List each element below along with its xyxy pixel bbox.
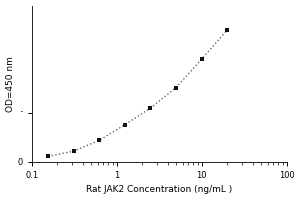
Y-axis label: OD=450 nm: OD=450 nm bbox=[6, 56, 15, 112]
Text: ·: · bbox=[19, 107, 23, 120]
Point bbox=[148, 107, 153, 110]
Point bbox=[71, 150, 76, 153]
Point bbox=[46, 155, 50, 158]
Point bbox=[199, 58, 204, 61]
Point bbox=[225, 28, 230, 32]
Point bbox=[97, 139, 102, 142]
Point bbox=[174, 86, 178, 89]
Point bbox=[122, 123, 127, 126]
X-axis label: Rat JAK2 Concentration (ng/mL ): Rat JAK2 Concentration (ng/mL ) bbox=[86, 185, 232, 194]
